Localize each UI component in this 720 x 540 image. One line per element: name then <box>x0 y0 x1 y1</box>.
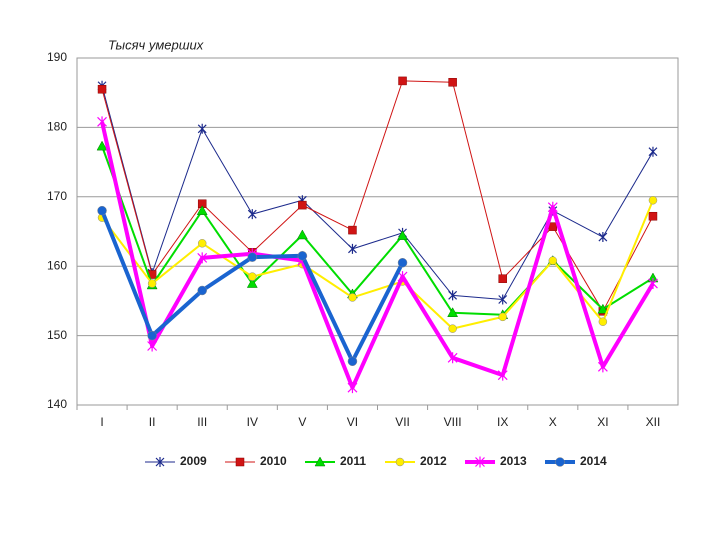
data-point <box>397 271 408 283</box>
x-tick-label: XII <box>646 415 661 429</box>
data-point <box>147 279 157 288</box>
legend-marker <box>555 457 565 467</box>
data-point <box>348 243 357 254</box>
data-point <box>347 382 358 394</box>
x-tick-label: VI <box>347 415 358 429</box>
y-tick-label: 150 <box>47 328 67 342</box>
series-line <box>101 80 654 312</box>
data-point <box>197 252 208 264</box>
data-point <box>97 205 107 216</box>
data-point <box>97 116 107 128</box>
legend-label: 2012 <box>420 454 447 468</box>
series-line <box>101 145 654 316</box>
data-point <box>348 293 357 302</box>
data-point <box>648 278 658 290</box>
data-point <box>197 285 207 296</box>
data-point <box>498 294 508 305</box>
legend-marker <box>314 456 326 467</box>
legend-marker <box>475 456 485 468</box>
y-tick-label: 170 <box>47 189 67 203</box>
y-tick-label: 140 <box>47 397 67 411</box>
legend-label: 2009 <box>180 454 207 468</box>
x-tick-label: III <box>197 415 207 429</box>
data-point <box>447 352 458 364</box>
data-point <box>147 340 158 352</box>
data-point <box>197 239 207 248</box>
y-tick-label: 190 <box>47 50 67 64</box>
x-tick-label: IX <box>497 415 508 429</box>
data-point <box>648 196 658 205</box>
data-point <box>548 256 558 265</box>
series-line <box>101 199 654 330</box>
legend-marker <box>395 457 405 467</box>
data-point <box>97 84 107 94</box>
y-axis-title: Тысяч умерших <box>108 37 204 52</box>
legend-label: 2011 <box>340 454 366 468</box>
data-point <box>448 290 458 301</box>
data-point <box>248 272 257 281</box>
data-point <box>497 369 508 381</box>
x-tick-label: XI <box>597 415 608 429</box>
data-point <box>448 324 457 333</box>
x-tick-label: VII <box>395 415 410 429</box>
data-point <box>96 140 108 151</box>
data-point <box>498 312 507 322</box>
series-line <box>100 121 655 390</box>
x-tick-label: V <box>298 415 306 429</box>
data-point <box>297 251 308 261</box>
data-point <box>648 146 658 157</box>
data-point <box>397 257 408 268</box>
data-point <box>246 278 258 288</box>
x-tick-label: I <box>100 415 103 429</box>
data-point <box>597 361 608 373</box>
data-point <box>298 200 307 210</box>
data-point <box>598 232 608 243</box>
data-point <box>447 307 459 317</box>
legend-label: 2014 <box>580 454 607 468</box>
legend-marker <box>155 457 165 467</box>
x-tick-label: II <box>149 415 156 429</box>
legend-label: 2013 <box>500 454 527 468</box>
data-point <box>197 123 207 134</box>
data-point <box>296 229 308 240</box>
x-tick-label: VIII <box>444 415 462 429</box>
data-point <box>398 76 407 86</box>
x-tick-label: X <box>549 415 557 429</box>
data-point <box>247 209 257 220</box>
data-point <box>548 222 558 231</box>
data-point <box>547 201 558 213</box>
data-point <box>498 274 507 283</box>
data-point <box>648 211 658 221</box>
data-point <box>448 78 457 87</box>
data-point <box>347 356 358 367</box>
x-tick-label: IV <box>247 415 258 429</box>
y-tick-label: 180 <box>47 120 67 134</box>
data-point <box>247 252 258 262</box>
plot-border <box>76 57 679 406</box>
y-tick-label: 160 <box>47 258 67 272</box>
data-point <box>598 317 608 326</box>
data-point <box>196 205 208 215</box>
data-point <box>397 230 408 240</box>
data-point <box>348 225 357 235</box>
data-point <box>147 330 157 341</box>
series-line <box>101 85 654 301</box>
data-point <box>597 303 609 314</box>
legend-label: 2010 <box>260 454 287 468</box>
legend-marker <box>235 457 245 467</box>
